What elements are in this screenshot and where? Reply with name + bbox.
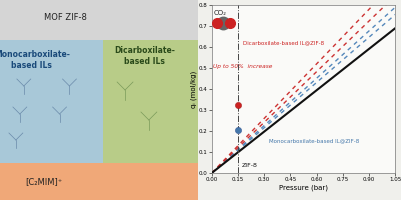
Text: Dicarboxilate-
based ILs: Dicarboxilate- based ILs bbox=[114, 46, 175, 66]
Text: ZIF-8: ZIF-8 bbox=[241, 163, 257, 168]
X-axis label: Pressure (bar): Pressure (bar) bbox=[279, 184, 328, 191]
Text: Dicarboxilate-based IL@ZIF-8: Dicarboxilate-based IL@ZIF-8 bbox=[243, 40, 324, 45]
Text: Up to 50%  increase: Up to 50% increase bbox=[213, 64, 272, 69]
Y-axis label: qᵢ (mol/kg): qᵢ (mol/kg) bbox=[190, 70, 197, 108]
Text: Monocarboxilate-
based ILs: Monocarboxilate- based ILs bbox=[0, 50, 70, 70]
Text: CO₂: CO₂ bbox=[213, 10, 227, 16]
Text: Monocarboxilate-based IL@ZIF-8: Monocarboxilate-based IL@ZIF-8 bbox=[269, 138, 360, 143]
Bar bbox=[0, 163, 198, 200]
Bar bbox=[103, 40, 198, 163]
Bar bbox=[0, 40, 103, 163]
Text: MOF ZIF-8: MOF ZIF-8 bbox=[44, 12, 87, 21]
Text: [C₂MIM]⁺: [C₂MIM]⁺ bbox=[25, 177, 62, 186]
